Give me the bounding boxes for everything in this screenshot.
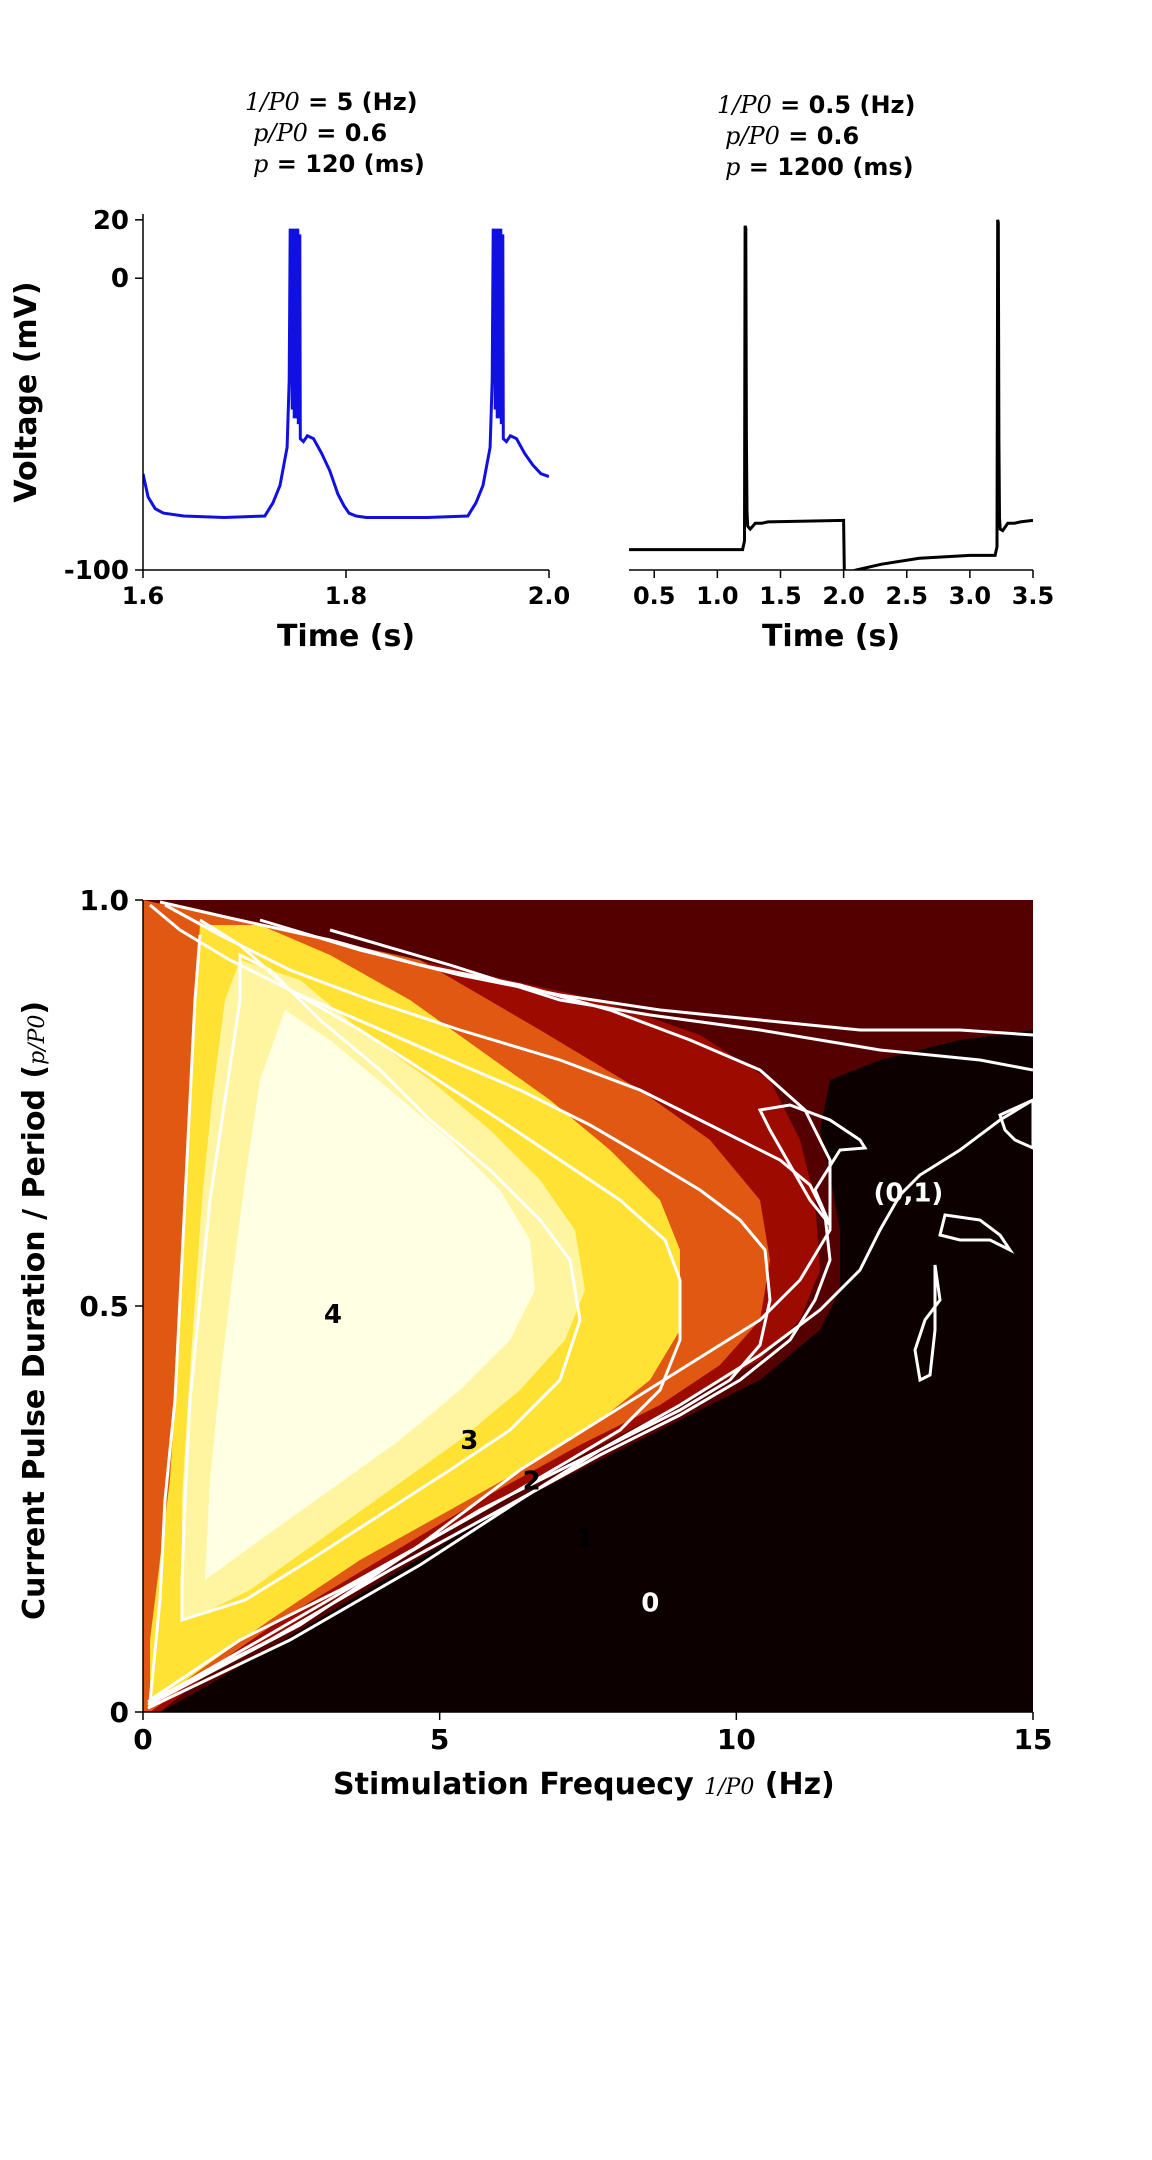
panel-a-title-line-3: p = 120 (ms) — [253, 150, 425, 178]
panel-b-xtick-label: 3.0 — [949, 582, 992, 610]
contour-outer-4 — [259, 918, 1033, 1037]
panel-a-title-line-2: p/P0 = 0.6 — [253, 119, 387, 147]
contour-outer-2 — [147, 1098, 1033, 1710]
heatmap-xtick-label: 10 — [717, 1723, 756, 1756]
panel-b-xtick-label: 2.0 — [822, 582, 865, 610]
heatmap-ytick-label: 0 — [110, 1696, 129, 1729]
region-label: 0 — [641, 1588, 659, 1618]
contour-island-1 — [757, 1103, 868, 1226]
panel-a-title-3-text: = 120 (ms) — [268, 150, 425, 178]
panel-b-title-line-1: 1/P0 = 0.5 (Hz) — [717, 91, 915, 119]
region-label: (0,1) — [873, 1178, 943, 1208]
panel-b-xlabel: Time (s) — [762, 619, 900, 654]
panel-a-xtick-label: 1.8 — [325, 582, 368, 610]
region-label: 1 — [576, 1523, 594, 1553]
panel-a-title: 1/P0 = 5 (Hz) p/P0 = 0.6 p = 120 (ms) — [245, 88, 425, 178]
contour-3-4-outer — [149, 918, 682, 1702]
region-label: 2 — [523, 1467, 541, 1497]
contour-outer-3 — [329, 928, 1033, 1072]
heatmap-ylabel-math: p/P0 — [25, 1015, 50, 1065]
panel-b-voltage-trace — [629, 219, 1033, 570]
panel-a-title-line-1: 1/P0 = 5 (Hz) — [245, 88, 418, 116]
panel-b-xtick-label: 1.5 — [759, 582, 802, 610]
panel-b-xtick-label: 0.5 — [633, 582, 676, 610]
heatmap-area: 4 3 2 1 0 (0,1) — [143, 900, 1033, 1712]
panel-a-xlabel: Time (s) — [277, 619, 415, 654]
panel-b-title-3-text: = 1200 (ms) — [740, 153, 913, 181]
heatmap-xlabel: Stimulation Frequecy 1/P0 (Hz) — [333, 1767, 835, 1802]
region-labels: 4 3 2 1 0 (0,1) — [324, 1178, 943, 1618]
panel-a-ylabel: Voltage (mV) — [9, 281, 44, 502]
heatmap-ytick-label: 0.5 — [79, 1290, 129, 1323]
contour-island-3 — [938, 1213, 1015, 1254]
panel-b-title-2-math: p/P0 — [725, 122, 780, 150]
heatmap-contours — [147, 900, 1033, 1710]
heatmap-xtick-label: 15 — [1014, 1723, 1053, 1756]
panel-b-title-line-3: p = 1200 (ms) — [725, 153, 914, 181]
panel-a-xtick-label: 2.0 — [528, 582, 571, 610]
panel-b-xtick-label: 2.5 — [885, 582, 928, 610]
heatmap-xtick-label: 5 — [430, 1723, 449, 1756]
panel-a-ytick-label: 0 — [111, 264, 129, 294]
panel-b-xtick-label: 1.0 — [696, 582, 739, 610]
panel-b-title: 1/P0 = 0.5 (Hz) p/P0 = 0.6 p = 1200 (ms) — [717, 91, 915, 181]
contour-4-outer — [148, 934, 202, 1703]
heatmap-ylabel: Current Pulse Duration / Period (p/P0) — [17, 1001, 52, 1620]
panel-a-title-1-text: = 5 (Hz) — [300, 88, 418, 116]
panel-b-title-3-math: p — [725, 153, 740, 181]
panel-a-title-3-math: p — [253, 150, 268, 178]
region-label: 3 — [460, 1426, 478, 1456]
panel-b-title-2-text: = 0.6 — [780, 122, 859, 150]
panel-a-title-2-math: p/P0 — [253, 119, 308, 147]
contour-island-2 — [998, 1098, 1033, 1150]
panel-a-title-1-math: 1/P0 — [245, 88, 300, 116]
panel-a-voltage-trace — [143, 228, 549, 520]
panel-a-ticks: 1.6 1.8 2.0 20 0 -100 — [64, 206, 570, 610]
heatmap-xlabel-text: Stimulation Frequecy — [333, 1767, 694, 1802]
region-label: 4 — [324, 1300, 342, 1330]
contour-island-4 — [913, 1264, 942, 1383]
heatmap-ylabel-text: Current Pulse Duration / Period — [17, 1089, 52, 1620]
heatmap-ytick-label: 1.0 — [79, 884, 129, 917]
panel-b-title-1-text: = 0.5 (Hz) — [772, 91, 916, 119]
panel-b-xtick-label: 3.5 — [1012, 582, 1055, 610]
panel-a-ytick-label: 20 — [93, 206, 129, 236]
heatmap-xtick-label: 0 — [133, 1723, 152, 1756]
heatmap-xlabel-unit: (Hz) — [765, 1767, 835, 1802]
contour-4-inner — [180, 952, 582, 1623]
panel-a-title-2-text: = 0.6 — [308, 119, 387, 147]
panel-b-ticks: 0.5 1.0 1.5 2.0 2.5 3.0 3.5 — [633, 570, 1054, 610]
panel-b-title-line-2: p/P0 = 0.6 — [725, 122, 859, 150]
contour-1-2 — [147, 903, 832, 1704]
panel-b-title-1-math: 1/P0 — [717, 91, 772, 119]
panel-a-xtick-label: 1.6 — [122, 582, 165, 610]
heatmap-region-4-core — [205, 1010, 535, 1580]
heatmap-xlabel-math: 1/P0 — [704, 1775, 754, 1800]
panel-a-ytick-label: -100 — [64, 556, 129, 586]
